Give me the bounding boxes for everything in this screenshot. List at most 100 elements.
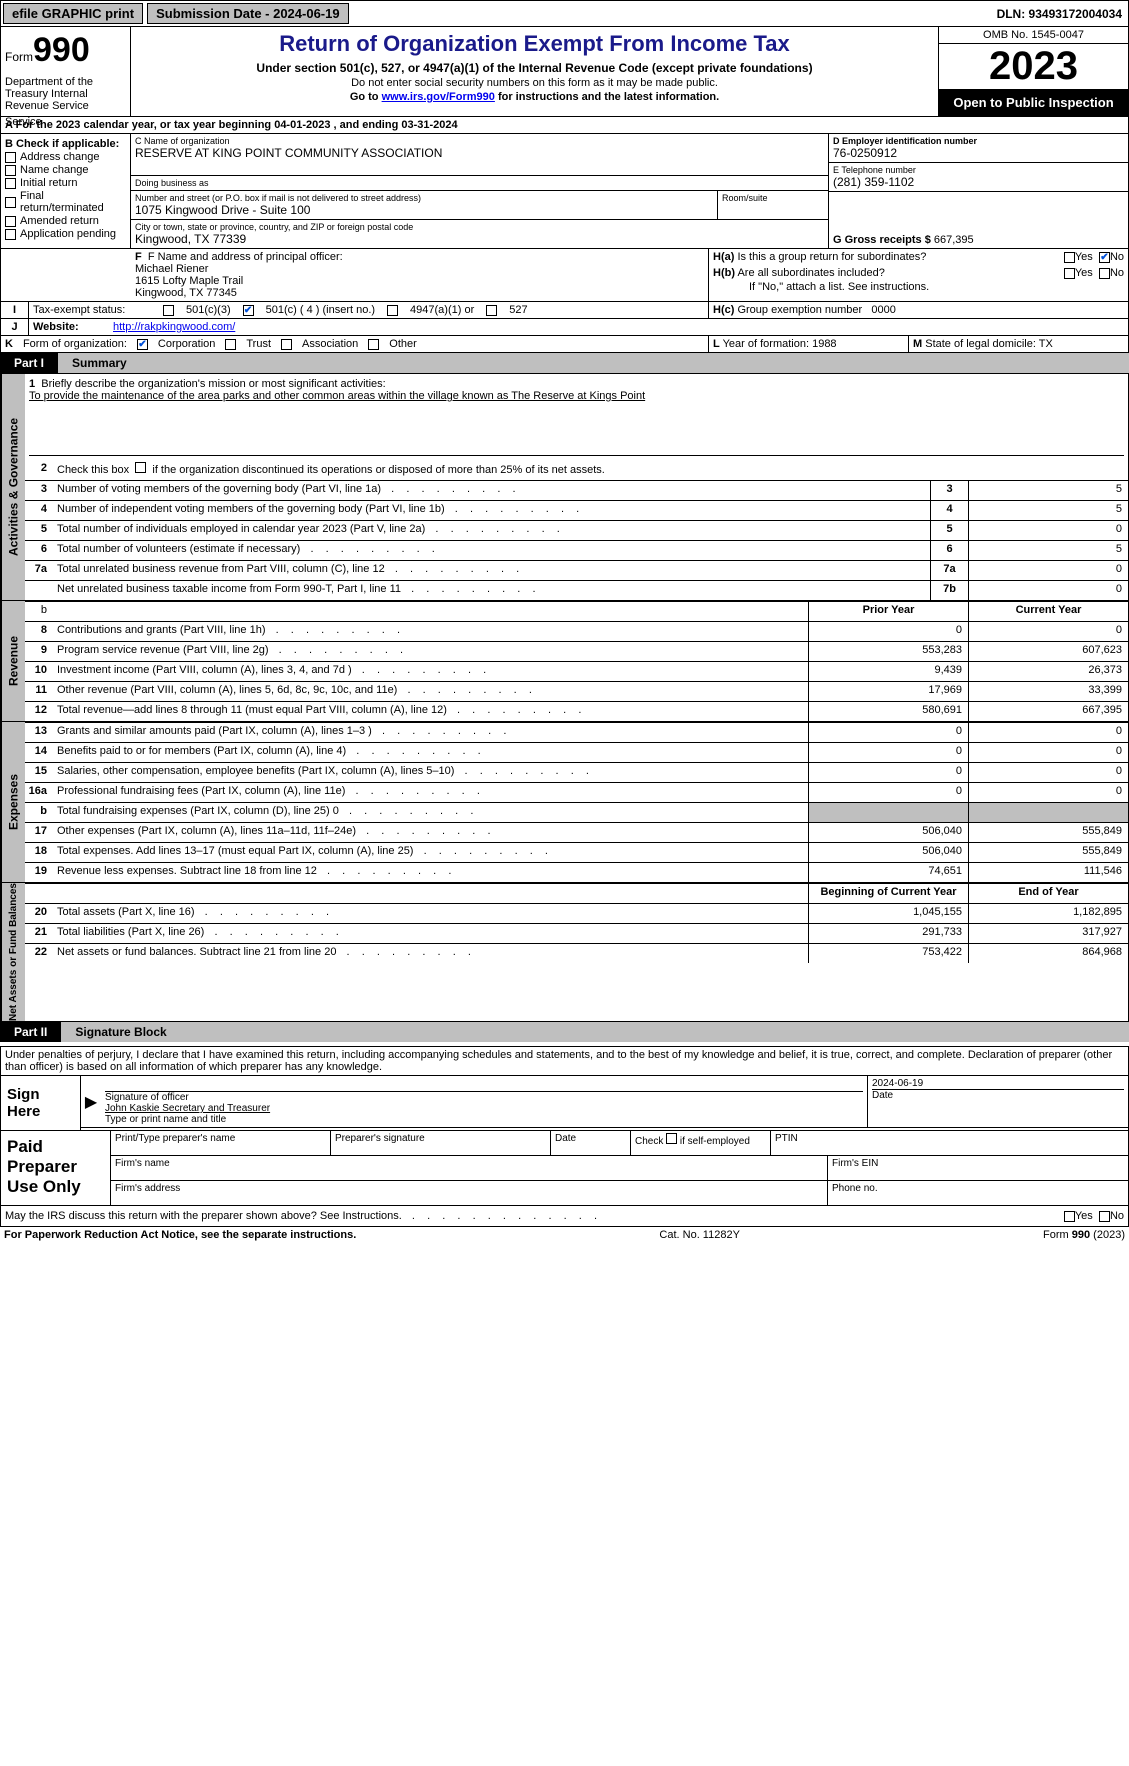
table-row: 22Net assets or fund balances. Subtract … bbox=[25, 943, 1128, 963]
table-row: 3Number of voting members of the governi… bbox=[25, 480, 1128, 500]
table-row: 10Investment income (Part VIII, column (… bbox=[25, 661, 1128, 681]
chk-4947[interactable] bbox=[387, 305, 398, 316]
year-formation: 1988 bbox=[812, 338, 836, 350]
table-row: 5Total number of individuals employed in… bbox=[25, 520, 1128, 540]
street-address: 1075 Kingwood Drive - Suite 100 bbox=[135, 203, 713, 217]
chk-final-return[interactable] bbox=[5, 197, 16, 208]
table-row: bTotal fundraising expenses (Part IX, co… bbox=[25, 802, 1128, 822]
irs-link[interactable]: www.irs.gov/Form990 bbox=[382, 91, 495, 103]
city-state-zip: Kingwood, TX 77339 bbox=[135, 232, 824, 246]
dln: DLN: 93493172004034 bbox=[991, 7, 1128, 21]
mission-text: To provide the maintenance of the area p… bbox=[29, 390, 1124, 402]
side-exp: Expenses bbox=[1, 722, 25, 882]
table-row: Net unrelated business taxable income fr… bbox=[25, 580, 1128, 600]
chk-527[interactable] bbox=[486, 305, 497, 316]
part1-label: Part I bbox=[0, 353, 58, 373]
perjury-declaration: Under penalties of perjury, I declare th… bbox=[1, 1047, 1128, 1076]
omb-number: OMB No. 1545-0047 bbox=[939, 27, 1128, 44]
chk-discuss-no[interactable] bbox=[1099, 1211, 1110, 1222]
phone: (281) 359-1102 bbox=[833, 175, 1124, 189]
chk-ha-no[interactable] bbox=[1099, 252, 1110, 263]
part2-label: Part II bbox=[0, 1022, 61, 1042]
part1-gov: Activities & Governance 1 Briefly descri… bbox=[0, 373, 1129, 601]
side-gov: Activities & Governance bbox=[1, 374, 25, 600]
table-row: 18Total expenses. Add lines 13–17 (must … bbox=[25, 842, 1128, 862]
table-row: 9Program service revenue (Part VIII, lin… bbox=[25, 641, 1128, 661]
dept-treasury: Department of the Treasury Internal Reve… bbox=[5, 76, 126, 112]
chk-assoc[interactable] bbox=[281, 339, 292, 350]
part1-rev: Revenue b Prior Year Current Year 8Contr… bbox=[0, 601, 1129, 722]
box-c: C Name of organization RESERVE AT KING P… bbox=[131, 134, 828, 248]
table-row: 4Number of independent voting members of… bbox=[25, 500, 1128, 520]
sig-date: 2024-06-19 bbox=[872, 1078, 1124, 1090]
officer-signature-name: John Kaskie Secretary and Treasurer bbox=[105, 1103, 863, 1114]
chk-discuss-yes[interactable] bbox=[1064, 1211, 1075, 1222]
arrow-icon: ▶ bbox=[81, 1076, 101, 1127]
chk-501c3[interactable] bbox=[163, 305, 174, 316]
chk-address-change[interactable] bbox=[5, 152, 16, 163]
right-col: D Employer identification number 76-0250… bbox=[828, 134, 1128, 248]
chk-corp[interactable] bbox=[137, 339, 148, 350]
form-number: 990 bbox=[33, 31, 90, 69]
chk-amended[interactable] bbox=[5, 216, 16, 227]
chk-501c[interactable] bbox=[243, 305, 254, 316]
table-row: 12Total revenue—add lines 8 through 11 (… bbox=[25, 701, 1128, 721]
form-header: Form990 Department of the Treasury Inter… bbox=[0, 27, 1129, 117]
state-domicile: TX bbox=[1039, 338, 1053, 350]
table-row: 8Contributions and grants (Part VIII, li… bbox=[25, 621, 1128, 641]
chk-hb-no[interactable] bbox=[1099, 268, 1110, 279]
part2-title: Signature Block bbox=[61, 1022, 1129, 1042]
officer-addr2: Kingwood, TX 77345 bbox=[135, 287, 704, 299]
side-net: Net Assets or Fund Balances bbox=[1, 883, 25, 1021]
table-row: 16aProfessional fundraising fees (Part I… bbox=[25, 782, 1128, 802]
ssn-note: Do not enter social security numbers on … bbox=[135, 77, 934, 89]
officer-addr1: 1615 Lofty Maple Trail bbox=[135, 275, 704, 287]
tax-year: 2023 bbox=[939, 44, 1128, 89]
part1-net: Net Assets or Fund Balances Beginning of… bbox=[0, 883, 1129, 1022]
entity-block: B Check if applicable: Address change Na… bbox=[0, 134, 1129, 249]
open-to-public: Open to Public Inspection bbox=[939, 89, 1128, 116]
table-row: 7aTotal unrelated business revenue from … bbox=[25, 560, 1128, 580]
chk-ha-yes[interactable] bbox=[1064, 252, 1075, 263]
chk-trust[interactable] bbox=[225, 339, 236, 350]
gross-receipts: 667,395 bbox=[934, 234, 974, 246]
signature-block: Under penalties of perjury, I declare th… bbox=[0, 1046, 1129, 1227]
website-row: J Website: http://rakpkingwood.com/ bbox=[0, 319, 1129, 336]
org-name: RESERVE AT KING POINT COMMUNITY ASSOCIAT… bbox=[135, 146, 824, 160]
side-rev: Revenue bbox=[1, 601, 25, 721]
table-row: 17Other expenses (Part IX, column (A), l… bbox=[25, 822, 1128, 842]
paid-preparer-label: Paid Preparer Use Only bbox=[1, 1131, 111, 1205]
form-title: Return of Organization Exempt From Incom… bbox=[135, 31, 934, 57]
chk-discontinued[interactable] bbox=[135, 462, 146, 473]
f-h-block: F F Name and address of principal office… bbox=[0, 249, 1129, 302]
k-l-m-row: K Form of organization: Corporation Trus… bbox=[0, 336, 1129, 353]
efile-print-button[interactable]: efile GRAPHIC print bbox=[3, 3, 143, 24]
form-subtitle: Under section 501(c), 527, or 4947(a)(1)… bbox=[135, 61, 934, 75]
website-link[interactable]: http://rakpkingwood.com/ bbox=[113, 321, 235, 333]
chk-hb-yes[interactable] bbox=[1064, 268, 1075, 279]
ein: 76-0250912 bbox=[833, 146, 1124, 160]
line-a: Service A For the 2023 calendar year, or… bbox=[0, 117, 1129, 134]
group-exemption: 0000 bbox=[871, 304, 895, 316]
goto-post: for instructions and the latest informat… bbox=[495, 91, 719, 103]
table-row: 21Total liabilities (Part X, line 26)291… bbox=[25, 923, 1128, 943]
sign-here-label: Sign Here bbox=[1, 1076, 81, 1130]
goto-pre: Go to bbox=[350, 91, 382, 103]
table-row: 15Salaries, other compensation, employee… bbox=[25, 762, 1128, 782]
page-footer: For Paperwork Reduction Act Notice, see … bbox=[0, 1227, 1129, 1243]
chk-self-employed[interactable] bbox=[666, 1133, 677, 1144]
part1-title: Summary bbox=[58, 353, 1129, 373]
chk-other[interactable] bbox=[368, 339, 379, 350]
chk-app-pending[interactable] bbox=[5, 229, 16, 240]
form-word: Form bbox=[5, 50, 33, 64]
table-row: 13Grants and similar amounts paid (Part … bbox=[25, 722, 1128, 742]
discuss-row: May the IRS discuss this return with the… bbox=[1, 1205, 1128, 1226]
table-row: 6Total number of volunteers (estimate if… bbox=[25, 540, 1128, 560]
chk-name-change[interactable] bbox=[5, 165, 16, 176]
part1-exp: Expenses 13Grants and similar amounts pa… bbox=[0, 722, 1129, 883]
table-row: 19Revenue less expenses. Subtract line 1… bbox=[25, 862, 1128, 882]
table-row: 20Total assets (Part X, line 16)1,045,15… bbox=[25, 903, 1128, 923]
tax-status-row: I Tax-exempt status: 501(c)(3) 501(c) ( … bbox=[0, 302, 1129, 319]
table-row: 14Benefits paid to or for members (Part … bbox=[25, 742, 1128, 762]
chk-initial-return[interactable] bbox=[5, 178, 16, 189]
